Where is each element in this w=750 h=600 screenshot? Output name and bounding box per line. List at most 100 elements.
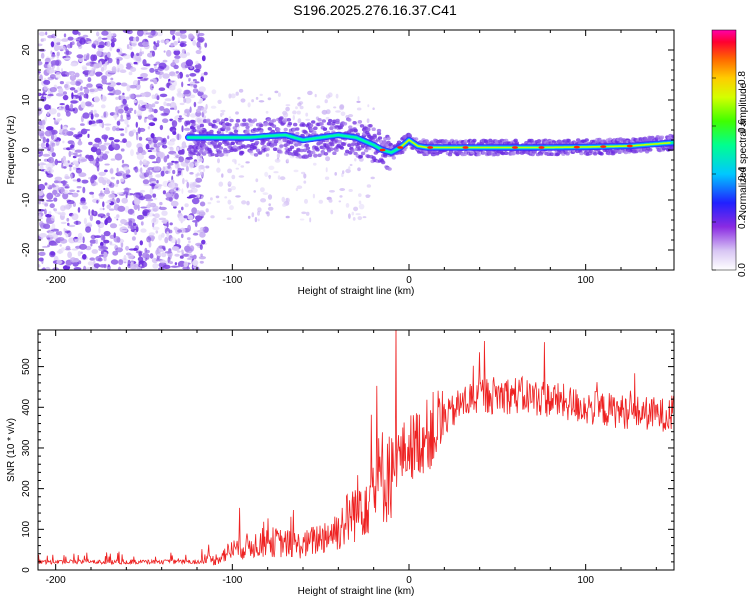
noise-blob xyxy=(38,60,43,66)
noise-blob xyxy=(107,264,110,268)
signal-halo xyxy=(271,124,277,128)
signal-halo xyxy=(371,127,376,131)
noise-blob xyxy=(50,41,55,48)
noise-blob xyxy=(51,142,55,148)
noise-blob xyxy=(121,197,128,204)
noise-blob xyxy=(191,207,198,215)
signal-halo xyxy=(248,149,253,154)
noise-blob xyxy=(145,103,153,109)
noise-blob xyxy=(120,148,125,152)
signal-halo xyxy=(407,133,412,138)
noise-blob xyxy=(143,183,151,186)
signal-halo xyxy=(329,147,334,151)
noise-blob xyxy=(178,115,182,118)
signal-halo xyxy=(192,128,197,133)
signal-halo xyxy=(213,125,218,129)
noise-blob xyxy=(169,146,174,152)
signal-halo xyxy=(196,125,201,130)
noise-blob xyxy=(121,96,125,99)
noise-blob xyxy=(117,108,124,114)
signal-halo xyxy=(359,124,365,128)
noise-blob xyxy=(56,51,60,57)
noise-blob xyxy=(226,217,232,220)
noise-blob xyxy=(106,51,111,58)
noise-blob xyxy=(116,237,121,243)
noise-blob xyxy=(50,50,53,55)
noise-blob xyxy=(188,33,194,39)
noise-blob xyxy=(171,120,178,128)
noise-blob xyxy=(76,190,80,193)
noise-blob xyxy=(38,31,46,37)
noise-blob xyxy=(210,197,213,201)
noise-blob xyxy=(177,229,183,233)
signal-halo xyxy=(305,146,311,151)
noise-blob xyxy=(98,171,106,176)
noise-blob xyxy=(333,106,337,109)
noise-blob xyxy=(301,211,307,215)
noise-blob xyxy=(161,232,165,238)
noise-blob xyxy=(71,248,79,251)
noise-blob xyxy=(38,189,44,196)
noise-blob xyxy=(313,162,317,166)
noise-blob xyxy=(62,192,69,200)
noise-blob xyxy=(175,71,179,74)
noise-blob xyxy=(146,204,151,209)
noise-blob xyxy=(112,125,117,132)
noise-blob xyxy=(89,124,97,127)
noise-blob xyxy=(69,74,76,81)
noise-blob xyxy=(78,172,87,177)
noise-blob xyxy=(116,179,120,185)
noise-blob xyxy=(299,218,305,221)
noise-blob xyxy=(188,253,193,259)
noise-blob xyxy=(115,247,123,253)
signal-halo xyxy=(193,149,198,153)
signal-halo xyxy=(584,138,589,142)
noise-blob xyxy=(65,185,70,189)
noise-blob xyxy=(216,167,221,173)
noise-blob xyxy=(193,101,197,108)
noise-blob xyxy=(70,103,74,110)
noise-blob xyxy=(146,236,152,243)
noise-blob xyxy=(163,155,168,163)
noise-blob xyxy=(198,211,206,217)
noise-blob xyxy=(285,197,290,203)
noise-blob xyxy=(46,126,54,131)
noise-blob xyxy=(207,201,212,205)
noise-blob xyxy=(274,90,279,94)
noise-blob xyxy=(305,112,309,117)
noise-blob xyxy=(122,98,127,105)
noise-blob xyxy=(371,147,374,152)
signal-halo xyxy=(360,151,366,156)
noise-blob xyxy=(135,83,141,90)
noise-blob xyxy=(62,91,67,95)
signal-peak xyxy=(512,146,518,149)
noise-blob xyxy=(148,154,156,160)
noise-blob xyxy=(301,143,304,148)
noise-blob xyxy=(82,236,85,244)
noise-blob xyxy=(67,160,70,164)
signal-halo xyxy=(335,120,340,125)
noise-blob xyxy=(159,93,168,98)
signal-halo xyxy=(367,146,372,151)
noise-blob xyxy=(77,86,80,93)
noise-blob xyxy=(164,98,172,102)
noise-blob xyxy=(55,119,60,123)
noise-blob xyxy=(293,169,299,173)
noise-blob xyxy=(151,50,156,57)
noise-blob xyxy=(358,203,365,210)
noise-blob xyxy=(84,129,91,131)
noise-blob xyxy=(104,123,112,126)
noise-blob xyxy=(141,129,144,132)
noise-blob xyxy=(186,237,191,241)
noise-blob xyxy=(255,96,259,100)
noise-blob xyxy=(366,118,370,123)
noise-blob xyxy=(69,87,76,91)
noise-blob xyxy=(181,125,184,133)
noise-blob xyxy=(174,105,178,111)
noise-blob xyxy=(179,102,185,106)
signal-halo xyxy=(317,153,322,158)
signal-halo xyxy=(549,152,554,156)
noise-blob xyxy=(174,192,179,200)
noise-blob xyxy=(171,96,175,102)
noise-blob xyxy=(77,232,83,240)
